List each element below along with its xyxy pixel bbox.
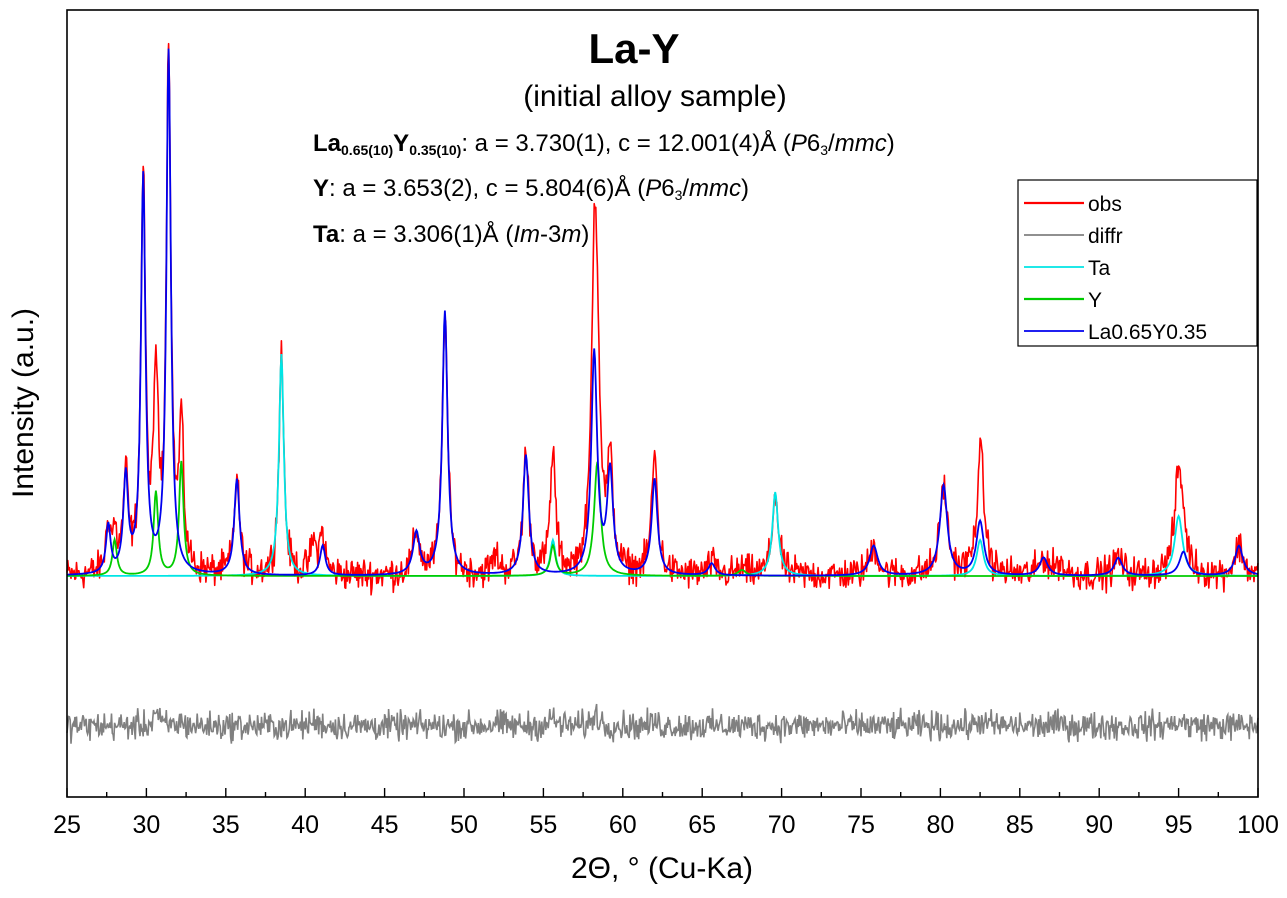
cell-parameters: La0.65(10)Y0.35(10): a = 3.730(1), c = 1…: [313, 129, 895, 248]
chart-subtitle: (initial alloy sample): [523, 80, 786, 113]
x-tick-label: 50: [450, 811, 478, 839]
x-tick-label: 35: [212, 811, 240, 839]
legend-label: obs: [1088, 193, 1122, 216]
chart-title: La-Y: [588, 25, 679, 72]
x-tick-label: 55: [529, 811, 557, 839]
cell-param-line: La0.65(10)Y0.35(10): a = 3.730(1), c = 1…: [313, 129, 895, 158]
x-axis: 25 30 35 40 45 50 55 60 65 70 75 80 85 90 95 100: [53, 788, 1279, 839]
legend: obs diffr Ta Y La0.65Y0.35: [1017, 179, 1258, 347]
x-tick-label: 40: [291, 811, 319, 839]
legend-label: Ta: [1088, 257, 1111, 280]
x-tick-label: 25: [53, 811, 81, 839]
cell-param-line: Ta: a = 3.306(1)Å (Im-3m): [313, 220, 589, 248]
legend-label: diffr: [1088, 225, 1123, 248]
x-axis-label: 2Θ, ° (Cu-Ka): [571, 852, 753, 885]
series-y: [67, 460, 1258, 577]
series-diffr: [66, 703, 1259, 745]
x-tick-label: 45: [371, 811, 399, 839]
y-axis-label: Intensity (a.u.): [7, 308, 40, 498]
x-tick-label: 75: [847, 811, 875, 839]
series-obs: [66, 42, 1259, 596]
x-tick-label: 90: [1085, 811, 1113, 839]
x-tick-label: 95: [1165, 811, 1193, 839]
x-tick-label: 60: [609, 811, 637, 839]
x-tick-label: 100: [1237, 811, 1279, 839]
plot-area: [66, 42, 1259, 745]
legend-box: [1017, 179, 1258, 347]
x-tick-label: 80: [926, 811, 954, 839]
x-tick-label: 30: [132, 811, 160, 839]
x-tick-label: 70: [768, 811, 796, 839]
x-tick-label: 65: [688, 811, 716, 839]
x-tick-label: 85: [1006, 811, 1034, 839]
series-la065y035: [67, 48, 1259, 577]
cell-param-line: Y: a = 3.653(2), c = 5.804(6)Å (P63/mmc): [313, 174, 749, 203]
legend-label: La0.65Y0.35: [1088, 321, 1207, 344]
plot-frame: [66, 9, 1259, 798]
legend-label: Y: [1088, 289, 1102, 312]
